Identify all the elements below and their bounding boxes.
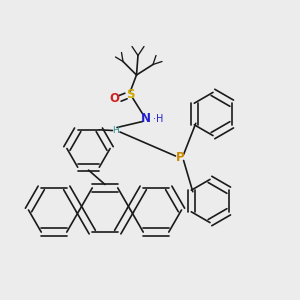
Text: N: N (140, 112, 151, 125)
Text: S: S (126, 88, 135, 101)
Text: P: P (176, 151, 184, 164)
Text: H: H (112, 126, 119, 135)
Text: O: O (109, 92, 119, 106)
Text: ·H: ·H (153, 113, 163, 124)
